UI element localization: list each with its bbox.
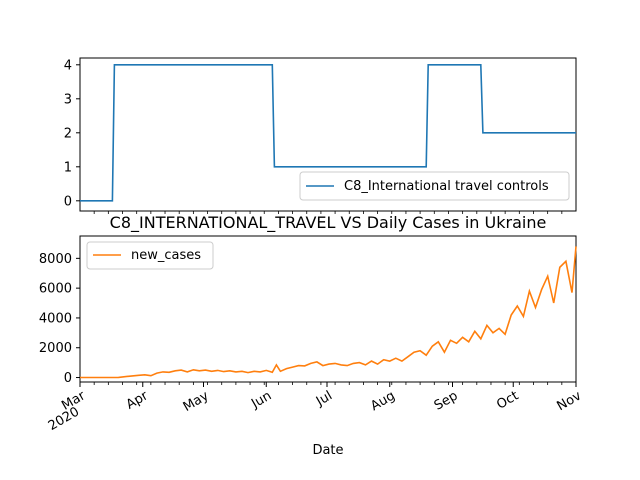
bottom-y-tick-label: 4000 xyxy=(39,311,72,326)
bottom-x-tick-label: Oct xyxy=(494,388,521,412)
bottom-y-axis: 0 2000 4000 6000 8000 xyxy=(39,252,80,386)
bottom-x-tick-label: Jun xyxy=(248,388,274,412)
top-y-tick-label: 0 xyxy=(64,194,72,209)
bottom-x-tick-label: Sep xyxy=(432,388,461,413)
bottom-legend-label: new_cases xyxy=(131,248,201,263)
top-legend-label: C8_International travel controls xyxy=(344,179,549,194)
bottom-x-tick-label: May xyxy=(181,388,212,415)
series-line-c8-travel-controls xyxy=(80,64,576,202)
top-y-axis: 0 1 2 3 4 xyxy=(64,58,80,209)
top-legend-box xyxy=(299,171,570,201)
series-line-new-cases xyxy=(80,246,577,379)
bottom-chart: C8_INTERNATIONAL_TRAVEL VS Daily Cases i… xyxy=(39,213,584,458)
top-y-tick-label: 4 xyxy=(64,58,72,73)
top-x-minor-ticks xyxy=(93,211,563,214)
chart-title: C8_INTERNATIONAL_TRAVEL VS Daily Cases i… xyxy=(110,213,547,233)
bottom-x-tick-label: Jul xyxy=(313,388,335,409)
bottom-x-tick-label: Aug xyxy=(368,388,397,414)
bottom-x-tick-label: Nov xyxy=(555,388,585,414)
bottom-y-tick-label: 8000 xyxy=(39,252,72,267)
top-y-tick-label: 1 xyxy=(64,160,72,175)
top-y-tick-label: 2 xyxy=(64,126,72,141)
x-axis-title: Date xyxy=(312,443,343,458)
top-plot-frame xyxy=(79,57,577,212)
top-y-tick-label: 3 xyxy=(64,92,72,107)
bottom-y-tick-label: 2000 xyxy=(39,341,72,356)
bottom-legend-box xyxy=(86,241,214,270)
bottom-legend: new_cases xyxy=(86,241,214,270)
bottom-plot-frame xyxy=(79,235,577,383)
bottom-y-tick-label: 6000 xyxy=(39,282,72,297)
top-legend: C8_International travel controls xyxy=(299,171,570,201)
bottom-x-tick-label: Apr xyxy=(124,388,152,413)
bottom-y-tick-label: 0 xyxy=(64,371,72,386)
top-chart: 0 1 2 3 4 C8_International travel controls xyxy=(64,57,577,214)
